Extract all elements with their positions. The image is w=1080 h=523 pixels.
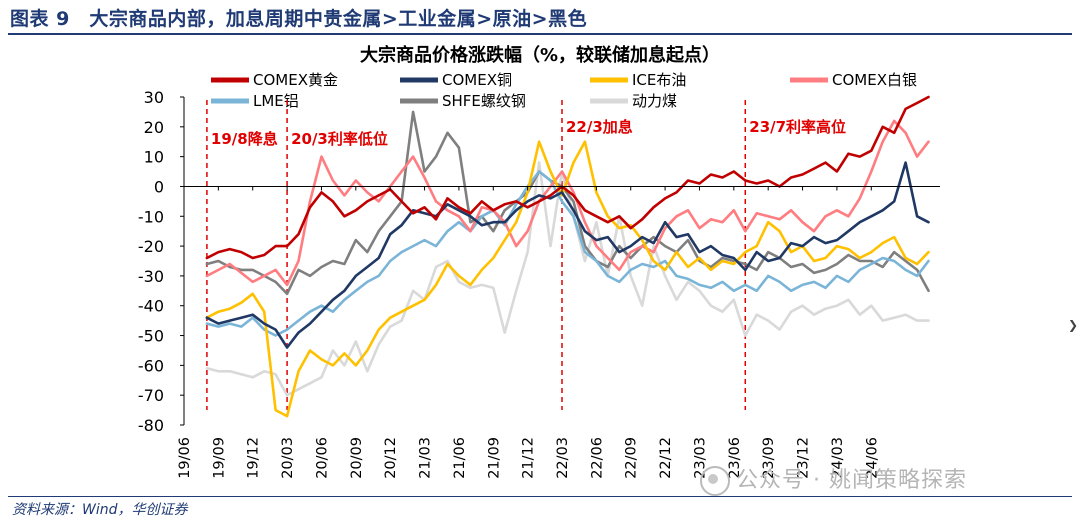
series-line-5 [205,110,930,296]
annotation-label-3: 23/7利率高位 [749,118,846,136]
legend-label-2: ICE布油 [632,71,686,89]
x-tick-label-16: 23/06 [727,437,743,479]
series-line-0 [205,95,930,260]
x-tick-label-2: 19/12 [246,437,262,479]
x-tick-label-12: 22/06 [589,437,605,479]
y-tick-label-8: -50 [138,327,164,346]
x-tick-label-3: 20/03 [280,437,296,479]
y-tick-label-4: -10 [138,207,164,226]
series-line-6 [205,161,930,397]
scroll-marker-icon: ❯ [1067,318,1078,332]
legend-label-4: LME铝 [253,92,299,110]
x-tick-label-14: 22/12 [658,437,674,479]
y-tick-label-11: -80 [138,416,164,435]
series-line-2 [205,140,930,418]
x-tick-label-8: 21/06 [452,437,468,479]
legend-label-3: COMEX白银 [832,71,917,89]
figure-caption: 图表 9 大宗商品内部，加息周期中贵金属>工业金属>原油>黑色 [10,8,588,30]
y-tick-label-6: -30 [138,267,164,286]
x-tick-label-17: 23/09 [761,437,777,479]
wechat-logo-icon [700,466,730,496]
annotation-label-0: 19/8降息 [211,130,278,148]
x-tick-label-1: 19/09 [211,437,227,479]
legend-label-5: SHFE螺纹钢 [442,92,526,110]
legend-label-0: COMEX黄金 [253,71,338,89]
y-tick-label-10: -70 [138,386,164,405]
chart-series [205,95,930,418]
x-tick-label-15: 23/03 [692,437,708,479]
legend-label-6: 动力煤 [632,92,677,110]
caption-rule [8,33,1072,35]
rate-annotations: 19/8降息 20/3利率低位 22/3加息 23/7利率高位 [206,100,846,410]
annotation-label-1: 20/3利率低位 [291,130,388,148]
y-tick-label-0: 30 [144,88,164,107]
footer-rule [8,496,1072,497]
x-tick-label-9: 21/09 [486,437,502,479]
chart-title: 大宗商品价格涨跌幅（%，较联储加息起点） [359,45,721,66]
x-tick-label-4: 20/06 [314,437,330,479]
chart-axes: 30 20 10 0 -10 -20 -30 -40 -50 -60 -70 -80 19/06 19/0… [138,88,940,479]
x-tick-label-11: 22/03 [555,437,571,479]
legend-label-1: COMEX铜 [442,71,512,89]
watermark-text: 公众号 · 姚闻策略探索 [736,468,967,493]
x-tick-label-7: 21/03 [418,437,434,479]
y-tick-label-1: 20 [144,118,164,137]
y-tick-label-2: 10 [144,148,164,167]
x-tick-label-13: 22/09 [624,437,640,479]
x-tick-label-20: 24/06 [864,437,880,479]
source-note: 资料来源：Wind，华创证券 [12,502,188,518]
x-tick-label-6: 20/12 [383,437,399,479]
x-tick-label-0: 19/06 [177,437,193,479]
watermark: 公众号 · 姚闻策略探索 [700,462,967,496]
y-tick-label-3: 0 [154,177,164,196]
y-tick-label-7: -40 [138,297,164,316]
y-tick-label-9: -60 [138,356,164,375]
x-tick-label-10: 21/12 [521,437,537,479]
x-tick-label-18: 23/12 [796,437,812,479]
chart-legend: COMEX黄金 COMEX铜 ICE布油 COMEX白银 LME铝 SHFE螺纹钢 动力煤 [211,71,917,110]
series-line-4 [205,170,930,337]
x-tick-label-19: 24/03 [830,437,846,479]
series-line-1 [205,161,930,349]
x-tick-label-5: 20/09 [349,437,365,479]
annotation-label-2: 22/3加息 [566,118,633,136]
y-tick-label-5: -20 [138,237,164,256]
